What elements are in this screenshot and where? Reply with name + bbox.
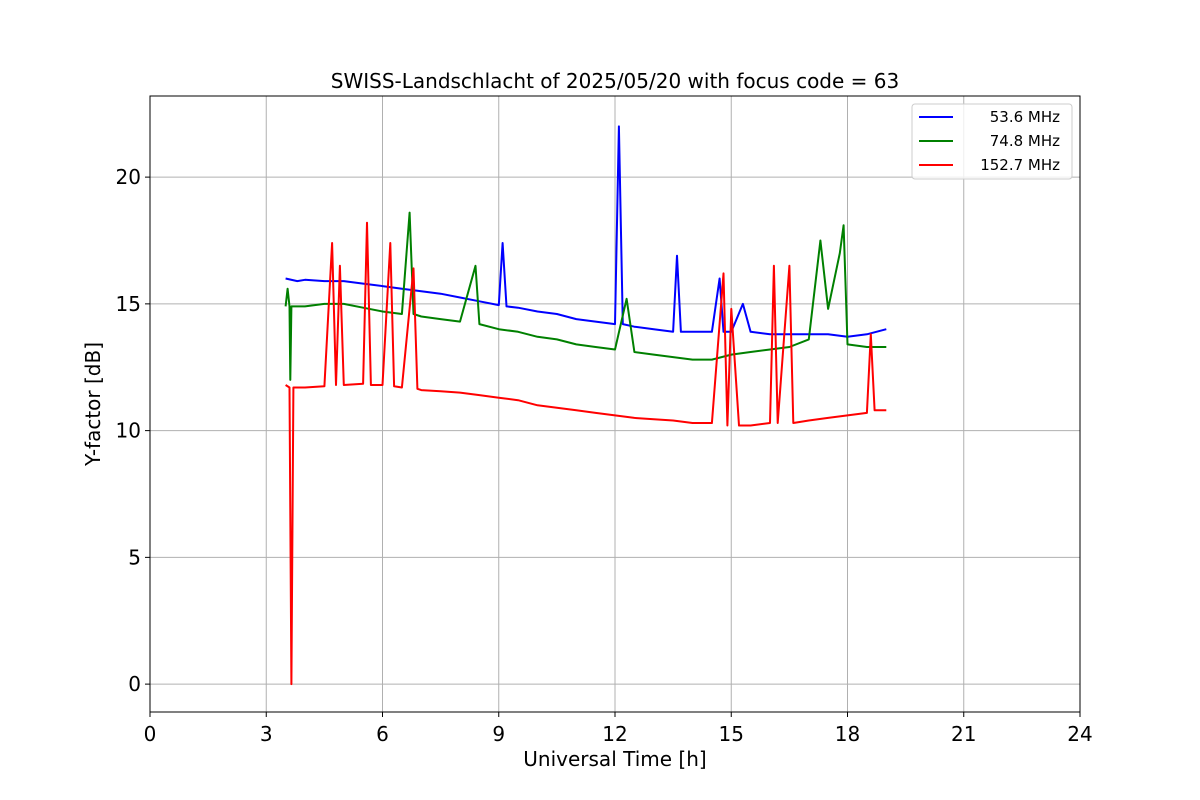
axis-ticks: 0 3 6 9 12 15 18 21 24 0 5 10 15 20 <box>116 165 1093 746</box>
x-tick-label: 12 <box>602 722 627 746</box>
chart-title: SWISS-Landschlacht of 2025/05/20 with fo… <box>331 69 899 93</box>
x-tick-label: 18 <box>835 722 860 746</box>
legend-items: 53.6 MHz 74.8 MHz 152.7 MHz <box>919 108 1060 174</box>
x-axis-label: Universal Time [h] <box>523 747 706 771</box>
x-tick-label: 6 <box>376 722 389 746</box>
legend-label: 152.7 MHz <box>980 156 1060 174</box>
legend-label: 74.8 MHz <box>990 132 1060 150</box>
x-tick-label: 21 <box>951 722 976 746</box>
x-tick-label: 3 <box>260 722 273 746</box>
y-tick-label: 15 <box>116 292 141 316</box>
x-tick-label: 15 <box>719 722 744 746</box>
y-tick-label: 10 <box>116 419 141 443</box>
series-line-74-8-mhz <box>284 211 887 381</box>
y-axis-label: Y-factor [dB] <box>81 342 105 467</box>
y-tick-label: 0 <box>128 672 141 696</box>
legend-box <box>911 103 1073 180</box>
series-line-53-6-mhz <box>285 125 887 338</box>
series-line-152-7-mhz <box>285 221 887 686</box>
x-tick-label: 0 <box>144 722 157 746</box>
x-tick-label: 24 <box>1067 722 1092 746</box>
y-tick-label: 5 <box>128 545 141 569</box>
x-tick-label: 9 <box>492 722 505 746</box>
legend-label: 53.6 MHz <box>990 108 1060 126</box>
legend: 53.6 MHz 74.8 MHz 152.7 MHz <box>911 103 1073 180</box>
series-lines <box>284 125 887 686</box>
y-tick-label: 20 <box>116 165 141 189</box>
